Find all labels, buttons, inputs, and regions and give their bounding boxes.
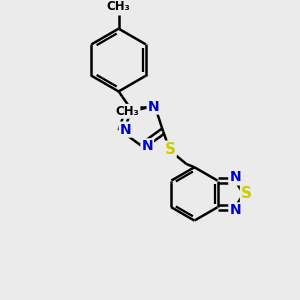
Text: N: N xyxy=(141,139,153,153)
Text: N: N xyxy=(148,100,159,114)
Text: N: N xyxy=(230,203,241,218)
Text: CH₃: CH₃ xyxy=(107,0,130,13)
Text: CH₃: CH₃ xyxy=(116,105,140,118)
Text: N: N xyxy=(120,123,131,136)
Text: S: S xyxy=(241,186,252,201)
Text: S: S xyxy=(165,142,176,157)
Text: N: N xyxy=(230,170,241,184)
